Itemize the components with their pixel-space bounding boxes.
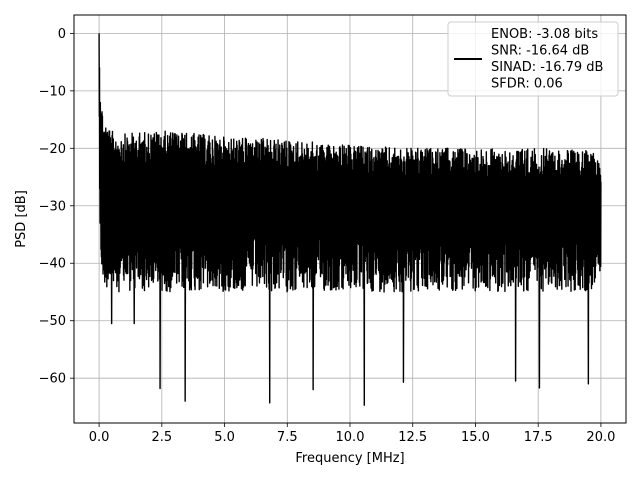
y-tick-label: −60 — [39, 372, 66, 387]
series-layer — [98, 33, 602, 406]
x-tick-label: 15.0 — [461, 430, 490, 445]
y-tick-label: −10 — [39, 84, 66, 99]
y-tick-label: −40 — [39, 257, 66, 272]
y-tick-label: −50 — [39, 314, 66, 329]
x-tick-label: 0.0 — [89, 430, 110, 445]
y-axis-label: PSD [dB] — [14, 190, 29, 248]
x-axis: 0.0 2.5 5.0 7.5 10.0 12.5 15.0 17.5 20.0 — [89, 423, 615, 445]
x-tick-label: 17.5 — [524, 430, 553, 445]
y-tick-label: −30 — [39, 199, 66, 214]
y-tick-label: 0 — [58, 27, 66, 42]
x-tick-label: 2.5 — [151, 430, 172, 445]
x-tick-label: 20.0 — [586, 430, 615, 445]
x-axis-label: Frequency [MHz] — [295, 451, 404, 466]
psd-series-line — [98, 33, 602, 406]
legend-entry-line: SFDR: 0.06 — [491, 77, 563, 92]
y-axis: 0 −10 −20 −30 −40 −50 −60 — [39, 27, 74, 387]
x-tick-label: 5.0 — [214, 430, 235, 445]
x-tick-label: 12.5 — [398, 430, 427, 445]
x-tick-label: 10.0 — [336, 430, 365, 445]
legend-entry-line: ENOB: -3.08 bits — [491, 27, 598, 42]
x-tick-label: 7.5 — [277, 430, 298, 445]
y-tick-label: −20 — [39, 142, 66, 157]
legend-box — [447, 21, 619, 97]
legend-entry-line: SINAD: -16.79 dB — [491, 60, 603, 75]
legend-entry-line: SNR: -16.64 dB — [491, 44, 589, 59]
